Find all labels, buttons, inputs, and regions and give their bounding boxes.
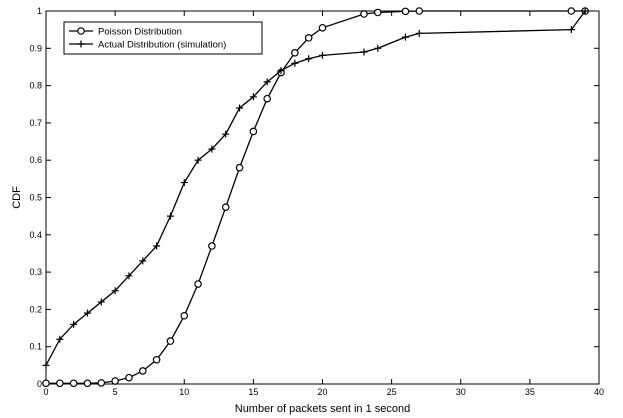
data-point-poisson xyxy=(318,23,327,32)
y-tick-label: 0.4 xyxy=(29,230,42,240)
data-point-actual xyxy=(263,78,271,86)
legend-box xyxy=(63,21,263,55)
data-point-poisson xyxy=(152,355,161,364)
x-tick-label: 35 xyxy=(525,387,535,397)
data-point-actual xyxy=(56,335,64,343)
data-point-actual xyxy=(415,29,423,37)
data-point-poisson xyxy=(111,377,119,385)
data-point-poisson xyxy=(401,7,410,16)
y-tick-label: 0.9 xyxy=(29,43,42,53)
y-tick-label: 0 xyxy=(37,379,42,389)
data-point-poisson xyxy=(304,34,313,42)
data-point-poisson xyxy=(263,94,272,103)
data-point-poisson xyxy=(415,7,424,15)
data-point-actual xyxy=(70,320,78,328)
y-tick-label: 0.8 xyxy=(29,81,42,91)
data-point-poisson xyxy=(69,379,78,388)
data-point-actual xyxy=(125,272,133,280)
x-axis-label: Number of packets sent in 1 second xyxy=(235,403,410,415)
legend-label-poisson: Poisson Distribution xyxy=(98,27,182,38)
y-tick-label: 0.6 xyxy=(29,155,42,165)
data-point-poisson xyxy=(56,379,64,388)
series-layer xyxy=(42,7,589,388)
legend-marker-actual xyxy=(77,40,85,48)
data-point-actual xyxy=(249,93,257,101)
data-point-poisson xyxy=(373,8,382,17)
data-point-poisson xyxy=(138,367,147,375)
data-point-actual xyxy=(222,130,230,138)
data-point-poisson xyxy=(249,127,258,136)
legend: Poisson Distribution Actual Distribution … xyxy=(63,21,263,55)
data-point-poisson xyxy=(235,163,244,172)
data-point-actual xyxy=(139,257,147,265)
y-tick-label: 0.1 xyxy=(29,342,42,352)
data-point-poisson xyxy=(360,10,368,18)
data-point-poisson xyxy=(208,242,216,250)
data-point-actual xyxy=(277,67,285,75)
y-axis-label: CDF xyxy=(11,186,23,209)
data-point-poisson xyxy=(194,280,202,288)
x-tick-label: 20 xyxy=(317,387,327,397)
y-tick-label: 0.7 xyxy=(29,118,42,128)
y-tick-label: 0.3 xyxy=(29,267,42,277)
x-tick-label: 0 xyxy=(43,387,48,397)
x-tick-label: 15 xyxy=(248,387,258,397)
data-point-actual xyxy=(42,361,50,369)
x-tick-label: 5 xyxy=(113,387,118,397)
x-tick-label: 10 xyxy=(179,387,189,397)
data-point-actual xyxy=(180,179,188,187)
data-point-actual xyxy=(319,51,326,59)
data-point-poisson xyxy=(291,48,299,57)
data-point-poisson xyxy=(221,203,230,211)
data-point-actual xyxy=(305,55,313,63)
data-point-actual xyxy=(374,44,382,52)
data-point-actual xyxy=(153,242,161,250)
data-point-poisson xyxy=(180,311,189,320)
data-point-actual xyxy=(401,33,409,41)
data-point-actual xyxy=(83,309,91,317)
data-point-actual xyxy=(97,298,105,306)
data-point-poisson xyxy=(42,379,50,388)
data-point-actual xyxy=(166,212,174,220)
data-point-actual xyxy=(360,48,368,56)
y-tick-label: 0.2 xyxy=(29,304,42,314)
data-point-actual xyxy=(236,104,244,112)
series-actual xyxy=(42,7,589,369)
x-tick-label: 25 xyxy=(387,387,397,397)
data-point-actual xyxy=(291,59,299,67)
x-tick-label: 30 xyxy=(456,387,466,397)
data-point-poisson xyxy=(97,379,106,387)
data-point-actual xyxy=(581,7,589,15)
data-point-poisson xyxy=(567,7,576,15)
legend-marker-poisson xyxy=(77,27,85,35)
series-poisson xyxy=(42,7,589,388)
data-point-actual xyxy=(208,145,216,153)
y-tick-label: 0.5 xyxy=(29,193,42,203)
data-point-actual xyxy=(567,26,575,34)
y-tick-label: 1 xyxy=(37,6,42,16)
plot-area xyxy=(45,10,600,385)
data-point-poisson xyxy=(125,373,133,382)
data-point-poisson xyxy=(166,337,175,345)
data-point-actual xyxy=(194,156,202,164)
x-tick-label: 40 xyxy=(594,387,604,397)
data-point-poisson xyxy=(83,379,92,388)
axis-ticks: 0 5 10 15 20 25 30 35 40 0 0.1 0.2 0.3 0.4 0.5 0.6 0.7 0.… xyxy=(29,6,604,397)
legend-label-actual: Actual Distribution (simulation) xyxy=(98,40,226,51)
data-point-actual xyxy=(111,287,119,295)
